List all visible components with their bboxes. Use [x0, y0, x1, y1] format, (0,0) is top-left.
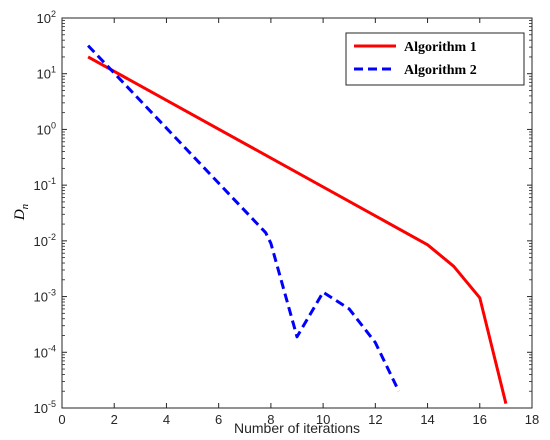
y-tick-label: 10-2: [34, 232, 56, 249]
y-tick-label: 10-1: [34, 176, 56, 193]
x-tick-label: 6: [215, 412, 222, 427]
y-tick-label: 10-3: [34, 288, 56, 305]
y-axis-label-sub: n: [19, 203, 31, 209]
x-axis-label: Number of iterations: [234, 420, 360, 436]
x-tick-label: 2: [111, 412, 118, 427]
y-axis-label: Dn: [12, 203, 31, 221]
y-tick-label: 10-5: [34, 399, 56, 416]
x-tick-label: 16: [473, 412, 487, 427]
legend: Algorithm 1 Algorithm 2: [345, 32, 525, 86]
x-tick-label: 8: [267, 412, 274, 427]
legend-box: [345, 32, 525, 86]
series-layer: [87, 44, 508, 404]
series-line-2: [87, 44, 401, 392]
ticks-layer: 0 2 4 6 8 10 12 14 16 18 10-5 10-4 10-3 10-2 10-1 100 10…: [34, 9, 540, 427]
y-tick-label: 10-4: [34, 343, 56, 360]
axes-layer: [61, 17, 533, 409]
legend-label-algorithm-1: Algorithm 1: [404, 40, 477, 55]
legend-label-algorithm-2: Algorithm 2: [404, 63, 477, 78]
y-axis-label-main: D: [12, 209, 28, 221]
x-tick-label: 18: [525, 412, 539, 427]
y-tick-label: 101: [37, 65, 56, 82]
svg-text:Dn: Dn: [12, 203, 31, 221]
series-line-1: [87, 55, 508, 404]
axes-box: [61, 17, 533, 409]
y-tick-label: 102: [37, 9, 56, 26]
x-tick-label: 0: [58, 412, 65, 427]
x-tick-label: 12: [368, 412, 382, 427]
x-tick-label: 10: [316, 412, 330, 427]
x-tick-label: 4: [163, 412, 170, 427]
x-tick-label: 14: [420, 412, 434, 427]
y-tick-label: 100: [37, 120, 56, 137]
